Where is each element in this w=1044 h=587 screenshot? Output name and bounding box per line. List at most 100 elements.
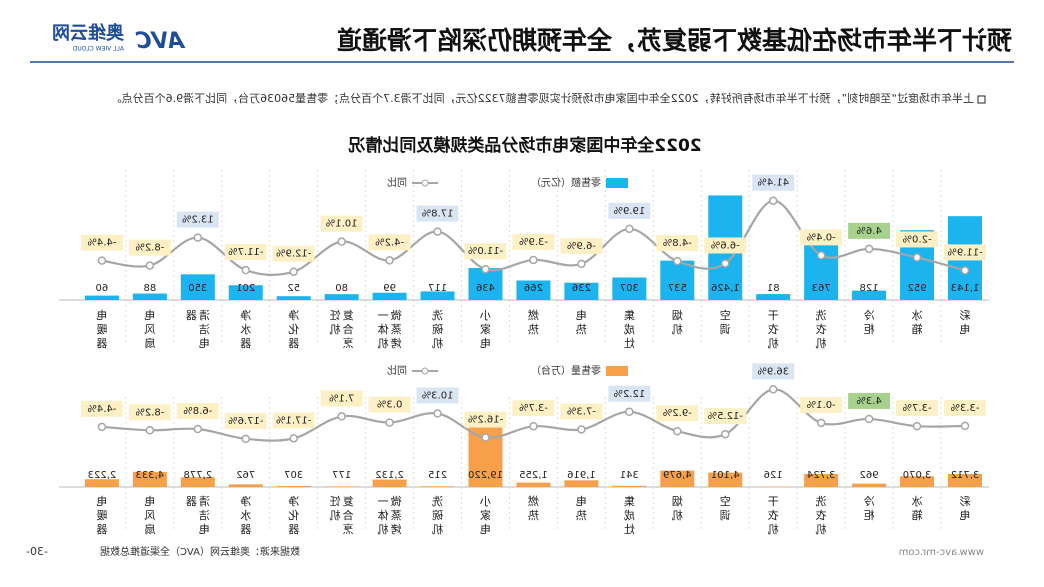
bar-label: 99 [383, 283, 396, 294]
label-bg [608, 385, 651, 402]
marker [97, 422, 107, 432]
label-bg [512, 400, 555, 417]
bar-label: 2,223 [88, 470, 117, 481]
bar-label: 307 [284, 470, 303, 481]
line-label: 13.2% [182, 215, 214, 226]
bar [228, 285, 263, 300]
label-bg [80, 400, 123, 417]
intro: 上半年市场度过“至暗时刻”，预计下半年市场有所好转，2022全年中国家电市场预计… [110, 92, 974, 105]
category-label: 洗碗机 [432, 309, 443, 350]
bar [420, 291, 455, 300]
label-bg [656, 405, 699, 422]
category-label: 燃热 [528, 494, 539, 522]
line-label: -0.1% [807, 400, 836, 411]
line-label: 4.3% [856, 396, 881, 407]
category-label: 烟机 [672, 308, 683, 336]
legend-label: 同比 [387, 365, 407, 377]
marker [193, 424, 203, 434]
line-label: -3.9% [519, 237, 548, 248]
marker [241, 265, 250, 275]
category-label: 冰箱 [912, 309, 923, 336]
bar [372, 479, 407, 487]
label-bg [272, 245, 315, 262]
bar [420, 486, 455, 487]
marker [433, 227, 442, 236]
bar-label: 236 [572, 283, 591, 294]
category-label: 集成灶 [624, 494, 635, 536]
marker [721, 429, 730, 439]
bar-label: 4,333 [136, 470, 165, 481]
bar-label: 1,143 [951, 283, 980, 294]
bar [228, 484, 263, 487]
label-bg [800, 396, 843, 413]
bar-label: 4,101 [711, 470, 740, 481]
label-bg [608, 202, 651, 219]
label-bg [560, 237, 603, 254]
marker [481, 433, 490, 442]
chart-title: 2022全年中国家电市场分品类规模及同比情况 [348, 135, 701, 156]
label-bg [368, 396, 411, 413]
bar [324, 486, 359, 487]
bar [564, 480, 599, 487]
label-bg [848, 222, 891, 239]
line-label: -7.3% [567, 406, 596, 417]
label-bg [80, 234, 123, 251]
category-label: 彩电 [960, 495, 971, 522]
bar [948, 474, 982, 487]
bar [372, 292, 407, 300]
line-label: 17.8% [422, 209, 454, 220]
bar [516, 280, 551, 300]
legend-label: 零售量（万台） [531, 364, 601, 377]
line-label: -4.8% [663, 238, 692, 249]
category-label: 净水器 [240, 494, 251, 536]
category-label: 冰箱 [912, 495, 923, 522]
bar-label: 117 [428, 283, 447, 294]
label-bg [368, 234, 411, 251]
label-bg [704, 237, 747, 254]
marker [529, 421, 538, 431]
marker [625, 224, 634, 234]
label-bg [896, 231, 939, 248]
bar [84, 295, 119, 300]
line-label: 36.9% [757, 366, 789, 377]
line-label: -17.6% [228, 416, 263, 427]
legend-swatch [606, 366, 628, 376]
marker [912, 253, 922, 262]
marker [816, 418, 826, 428]
line-label: -17.1% [276, 415, 311, 426]
legend-swatch [606, 178, 628, 188]
marker [577, 425, 586, 434]
line-label: -0.4% [807, 232, 836, 243]
label-bg [752, 174, 795, 191]
category-label: 电热 [576, 309, 587, 336]
label-bg [416, 205, 459, 222]
bar [756, 294, 791, 300]
line-label: 41.4% [757, 178, 789, 189]
bar-label: 215 [428, 470, 447, 481]
bar-label: 177 [332, 470, 351, 481]
category-label: 空调 [720, 494, 731, 522]
bar [900, 476, 935, 487]
bar [564, 282, 599, 300]
category-label: 净化器 [288, 494, 299, 536]
category-label: 空调 [720, 308, 731, 336]
bar [324, 294, 359, 300]
line-label: 12.2% [613, 389, 645, 400]
line-label: -4.2% [375, 237, 404, 248]
bar-label: 266 [524, 283, 543, 294]
label-bg [800, 229, 843, 246]
label-bg [944, 244, 986, 261]
label-bg [176, 211, 219, 228]
category-label: 洗碗机 [432, 495, 443, 536]
line-label: 7.1% [329, 393, 354, 404]
category-label: 微蒸烤一体机 [378, 308, 402, 350]
line-label: -11.0% [468, 246, 503, 257]
label-bg [512, 233, 555, 250]
line-label: -8.2% [135, 407, 164, 418]
line-label: -6.8% [183, 406, 212, 417]
bar [180, 477, 215, 487]
line-label: -8.2% [135, 243, 164, 254]
bar-label: 3,712 [951, 470, 980, 481]
line-label: 4.6% [856, 226, 881, 237]
marker [193, 233, 203, 242]
